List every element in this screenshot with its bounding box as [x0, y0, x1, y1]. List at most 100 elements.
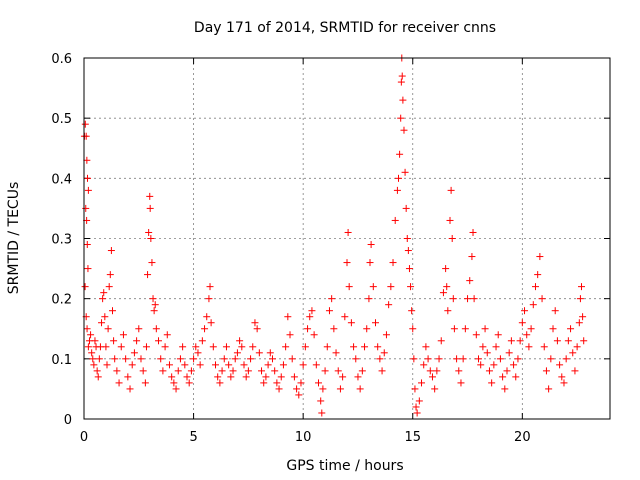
data-point — [361, 343, 369, 351]
data-point — [481, 325, 489, 333]
data-point — [325, 307, 333, 315]
data-point — [399, 96, 407, 104]
data-point — [446, 216, 454, 224]
data-point — [494, 331, 502, 339]
data-point — [356, 385, 364, 393]
data-point — [551, 307, 559, 315]
data-point — [218, 367, 226, 375]
data-point — [366, 259, 374, 267]
data-point — [553, 337, 561, 345]
x-tick-label: 15 — [404, 430, 421, 445]
data-point — [249, 343, 257, 351]
data-point — [385, 301, 393, 309]
data-point — [111, 355, 119, 363]
data-point — [499, 373, 507, 381]
data-point — [103, 361, 111, 369]
data-point — [117, 343, 125, 351]
data-point — [538, 295, 546, 303]
data-point — [402, 204, 410, 212]
data-point — [152, 325, 160, 333]
data-point — [410, 355, 418, 363]
data-point — [376, 355, 384, 363]
data-point — [90, 361, 98, 369]
data-point — [523, 331, 531, 339]
data-point — [174, 367, 182, 375]
data-point — [91, 337, 99, 345]
data-point — [135, 325, 143, 333]
data-point — [183, 373, 191, 381]
data-point — [165, 361, 173, 369]
data-point — [567, 325, 575, 333]
data-point — [176, 355, 184, 363]
data-point — [521, 307, 529, 315]
data-point — [455, 367, 463, 375]
data-point — [549, 325, 557, 333]
data-point — [448, 235, 456, 242]
data-point — [149, 295, 157, 303]
axis-ticks: 0 5 10 15 20 0 0.1 0.2 0.3 0.4 0.5 0.6 — [51, 52, 610, 445]
data-point — [405, 265, 413, 273]
data-point — [190, 355, 198, 363]
data-point — [83, 325, 91, 333]
data-point — [115, 379, 123, 387]
data-point — [507, 337, 515, 345]
data-point — [503, 367, 511, 375]
plot-frame — [83, 57, 611, 420]
data-point — [398, 72, 406, 80]
data-point — [318, 409, 326, 417]
data-point — [146, 192, 154, 200]
data-point — [88, 349, 96, 357]
data-point — [352, 355, 360, 363]
data-point — [99, 295, 107, 303]
chart-title: Day 171 of 2014, SRMTID for receiver cnn… — [194, 20, 496, 36]
data-point — [137, 355, 145, 363]
data-point — [139, 367, 147, 375]
data-point — [339, 373, 347, 381]
data-point — [304, 325, 312, 333]
data-point — [435, 355, 443, 363]
data-point — [571, 367, 579, 375]
data-point — [142, 343, 150, 351]
data-point — [389, 259, 397, 267]
y-tick-label: 0.4 — [51, 172, 72, 187]
data-point — [266, 349, 274, 357]
data-point — [319, 385, 327, 393]
data-points — [80, 54, 588, 417]
data-point — [306, 313, 314, 321]
data-point — [578, 283, 586, 291]
data-point — [271, 367, 279, 375]
data-point — [575, 319, 583, 327]
data-point — [525, 343, 533, 351]
data-point — [94, 373, 102, 381]
data-point — [401, 168, 409, 176]
data-point — [345, 283, 353, 291]
data-point — [560, 379, 568, 387]
data-point — [391, 216, 399, 224]
y-tick-label: 0.3 — [51, 233, 72, 248]
data-point — [562, 355, 570, 363]
data-point — [185, 379, 193, 387]
data-point — [579, 313, 587, 321]
data-point — [168, 373, 176, 381]
data-point — [531, 283, 539, 291]
data-point — [216, 379, 224, 387]
data-point — [347, 319, 355, 327]
data-point — [264, 361, 272, 369]
data-point — [558, 373, 566, 381]
data-point — [236, 337, 244, 345]
data-point — [439, 289, 447, 297]
data-point — [297, 379, 305, 387]
data-point — [472, 331, 480, 339]
data-point — [492, 343, 500, 351]
x-axis-label: GPS time / hours — [286, 458, 403, 474]
data-point — [161, 343, 169, 351]
data-point — [310, 331, 318, 339]
data-point — [443, 283, 451, 291]
data-point — [490, 361, 498, 369]
data-point — [580, 337, 588, 345]
data-point — [415, 397, 423, 405]
data-point — [496, 355, 504, 363]
data-point — [95, 355, 103, 363]
x-tick-label: 5 — [189, 430, 197, 445]
